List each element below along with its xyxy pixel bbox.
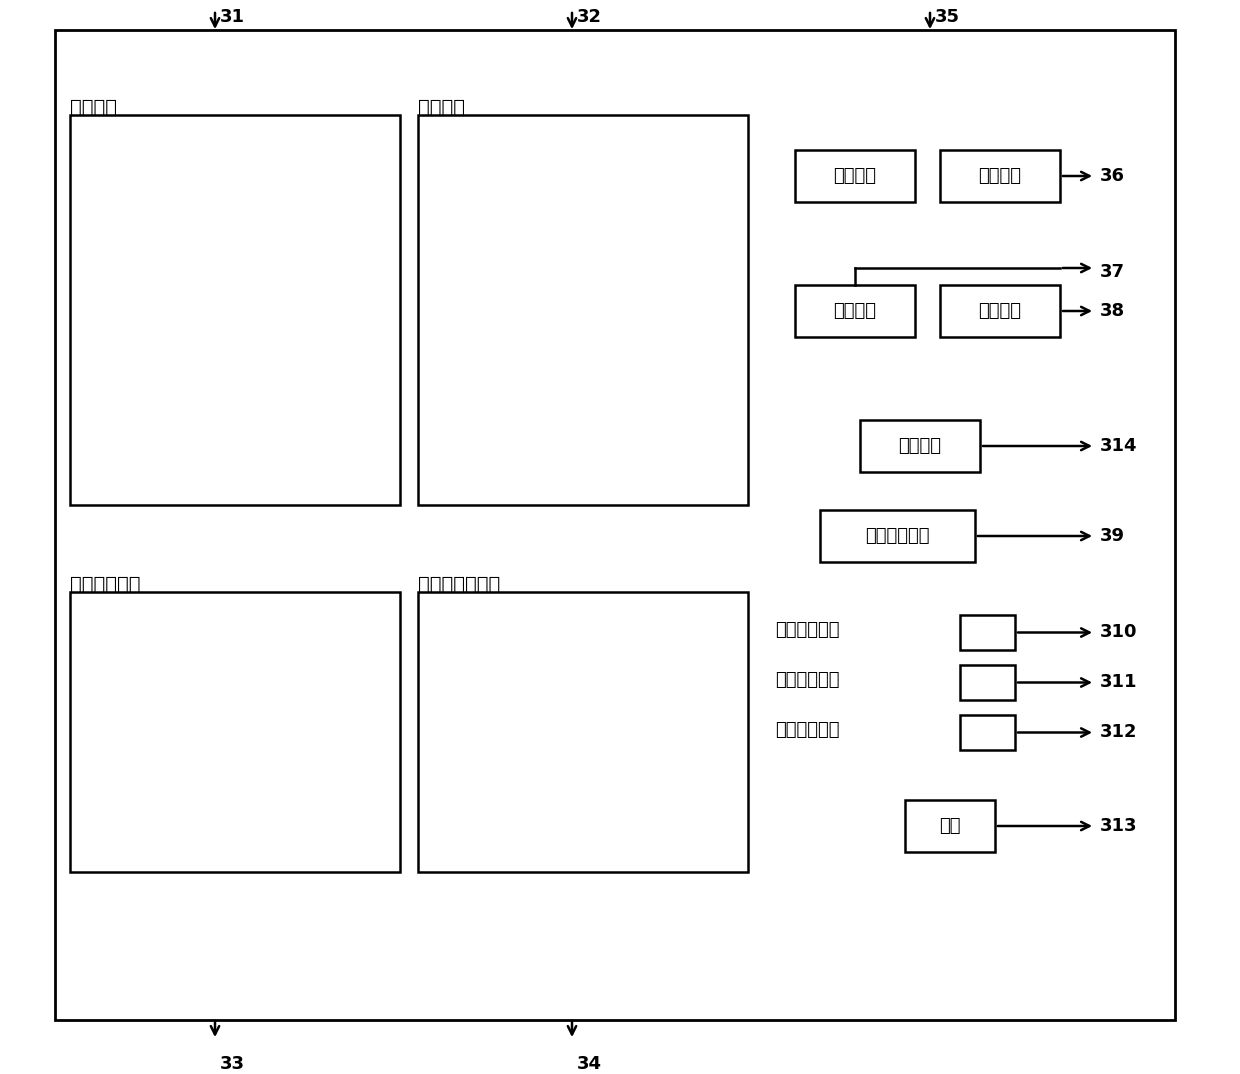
Text: 选择图片: 选择图片 [978,166,1022,185]
Bar [905,800,994,852]
Text: 33: 33 [219,1055,246,1073]
Text: 314: 314 [1100,437,1137,455]
Text: 缺陷分类: 缺陷分类 [899,437,941,455]
Bar [940,150,1060,202]
Bar [940,285,1060,337]
Text: 缺陷图片总数: 缺陷图片总数 [775,721,839,739]
Text: 34: 34 [577,1055,601,1073]
Text: 310: 310 [1100,623,1137,641]
Text: 313: 313 [1100,817,1137,834]
Text: 保存检测图片: 保存检测图片 [866,527,930,545]
Bar [795,150,915,202]
Text: 正常图片总数: 正常图片总数 [775,671,839,690]
Bar [795,285,915,337]
Text: 31: 31 [219,8,246,26]
Text: 检测信息显示: 检测信息显示 [69,575,140,594]
Text: 测试图片总数: 测试图片总数 [775,621,839,639]
Bar [820,510,975,562]
Text: 311: 311 [1100,673,1137,691]
Text: 退出: 退出 [939,817,961,834]
Bar [861,420,980,471]
Bar [69,592,401,872]
Bar [960,715,1016,750]
Text: 原始图片: 原始图片 [69,98,117,117]
Text: 312: 312 [1100,723,1137,741]
Bar [418,592,748,872]
Bar [960,665,1016,700]
Text: 停止测试: 停止测试 [978,302,1022,320]
Bar [69,115,401,505]
Text: 35: 35 [935,8,960,26]
Text: 检测结果曲线图: 检测结果曲线图 [418,575,500,594]
Text: 36: 36 [1100,166,1125,185]
Text: 38: 38 [1100,302,1125,320]
Text: 检测图片: 检测图片 [418,98,465,117]
Text: 39: 39 [1100,527,1125,545]
Bar [960,615,1016,650]
Text: 开始测试: 开始测试 [833,302,877,320]
Text: 选择模型: 选择模型 [833,166,877,185]
Text: 32: 32 [577,8,601,26]
Text: 37: 37 [1100,263,1125,281]
Bar [418,115,748,505]
